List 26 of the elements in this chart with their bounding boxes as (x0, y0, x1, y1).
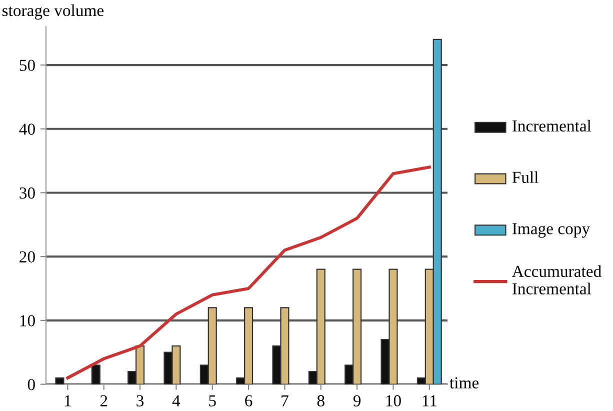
x-tick-label: 10 (386, 395, 401, 406)
x-tick-label: 11 (422, 395, 436, 406)
legend-label: Image copy (512, 223, 590, 238)
y-tick-label: 40 (19, 124, 35, 135)
x-axis-title: time (450, 377, 479, 388)
line-series (66, 166, 431, 380)
bar (91, 364, 100, 384)
x-tick-label: 7 (282, 395, 288, 406)
x-tick-label: 9 (353, 395, 361, 406)
x-tick-label: 6 (245, 395, 252, 406)
y-tick-label: 50 (20, 60, 35, 71)
x-tick-label: 4 (172, 395, 180, 406)
y-tick-label: 30 (20, 187, 35, 199)
legend-label: Full (512, 171, 538, 183)
legend-label: Accumurated Incremental (512, 265, 602, 294)
legend-label: Incremental (512, 120, 592, 132)
x-tick-label: 5 (209, 395, 216, 406)
x-tick-label: 8 (317, 395, 324, 406)
x-tick-label: 3 (136, 395, 144, 406)
y-axis-title: storage volume (2, 4, 104, 20)
bar (55, 377, 64, 384)
x-tick-label: 2 (100, 395, 108, 406)
y-tick-label: 0 (28, 378, 35, 390)
x-tick-label: 1 (64, 395, 71, 406)
y-tick-label: 20 (20, 251, 35, 263)
y-tick-label: 10 (20, 315, 35, 326)
